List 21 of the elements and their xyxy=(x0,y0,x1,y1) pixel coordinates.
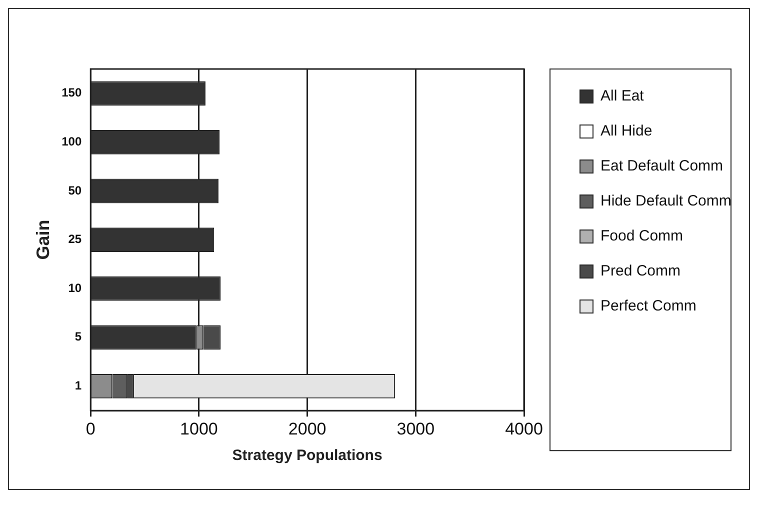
legend-label: Food Comm xyxy=(600,228,684,245)
legend-label: Eat Default Comm xyxy=(600,158,724,175)
legend-label: Perfect Comm xyxy=(600,298,696,315)
legend-label: Pred Comm xyxy=(600,262,681,280)
legend-label: All Hide xyxy=(600,122,652,140)
x-axis-title: Strategy Populations xyxy=(232,447,382,464)
y-tick-label: 100 xyxy=(62,134,82,149)
x-tick-label: 1000 xyxy=(180,419,218,438)
y-tick-label: 10 xyxy=(68,280,82,295)
y-tick-label: 25 xyxy=(68,232,82,246)
y-tick-label: 1 xyxy=(74,378,82,393)
x-tick-label: 3000 xyxy=(396,419,435,438)
y-tick-label: 50 xyxy=(68,183,82,198)
x-tick-label: 2000 xyxy=(288,419,326,438)
legend-label: All Eat xyxy=(600,88,645,105)
y-tick-label: 150 xyxy=(62,86,82,100)
y-tick-label: 5 xyxy=(74,330,82,344)
x-tick-label: 0 xyxy=(86,419,96,438)
y-axis-title: Gain xyxy=(32,220,53,260)
x-tick-label: 4000 xyxy=(505,419,543,438)
legend-label: Hide Default Comm xyxy=(600,192,732,210)
